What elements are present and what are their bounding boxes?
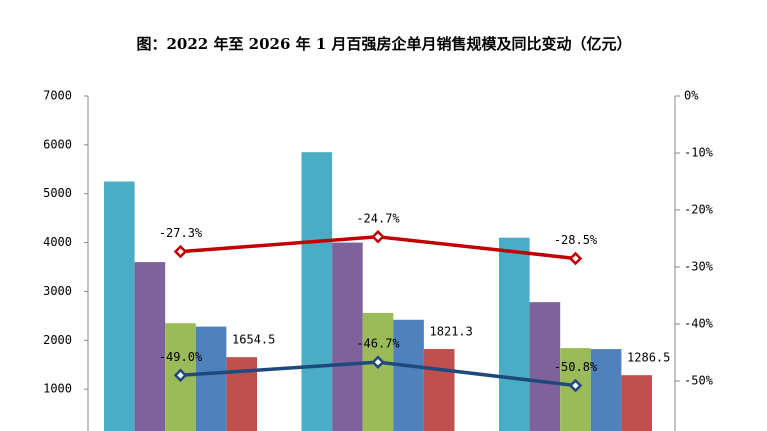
bar [499, 237, 530, 431]
line-value-label: -28.5% [554, 233, 598, 247]
line-marker [568, 378, 583, 393]
bar-value-label: 1654.5 [232, 333, 275, 347]
bar [104, 181, 135, 431]
y-tick-label: 3000 [43, 284, 72, 298]
y2-tick-label: -30% [684, 260, 714, 274]
bar [332, 242, 363, 431]
y-tick-label: 1000 [43, 382, 72, 396]
chart-title: 图：2022 年至 2026 年 1 月百强房企单月销售规模及同比变动（亿元） [136, 35, 631, 53]
line-marker [371, 230, 385, 244]
line-value-label: -27.3% [159, 226, 203, 240]
bar [529, 302, 561, 431]
y2-tick-label: -10% [684, 146, 714, 160]
line-value-label: -49.0% [159, 350, 203, 364]
bar [621, 375, 652, 431]
line-marker [568, 251, 583, 266]
line-marker [371, 355, 385, 369]
line-value-label: -46.7% [356, 337, 400, 351]
bar [362, 312, 394, 431]
bar [195, 326, 227, 431]
bar [423, 349, 455, 431]
y2-tick-label: 0% [684, 89, 699, 103]
line-marker [173, 244, 188, 259]
y-tick-label: 4000 [43, 235, 72, 249]
line-value-label: -50.8% [554, 360, 598, 374]
bar [134, 262, 166, 431]
line-marker [173, 368, 188, 383]
bar-value-label: 1821.3 [430, 325, 473, 339]
y-tick-label: 7000 [43, 89, 72, 103]
bar [590, 349, 622, 431]
y-tick-label: 6000 [43, 137, 72, 151]
bar [301, 152, 333, 431]
bar [226, 357, 257, 431]
y2-tick-label: -40% [684, 317, 714, 331]
y2-tick-label: -50% [684, 374, 714, 388]
bar-value-label: 1286.5 [627, 351, 670, 365]
line-value-label: -24.7% [356, 211, 400, 225]
y-tick-label: 5000 [43, 186, 72, 200]
y-tick-label: 2000 [43, 333, 72, 347]
bar [393, 319, 424, 431]
y2-tick-label: -20% [684, 203, 714, 217]
